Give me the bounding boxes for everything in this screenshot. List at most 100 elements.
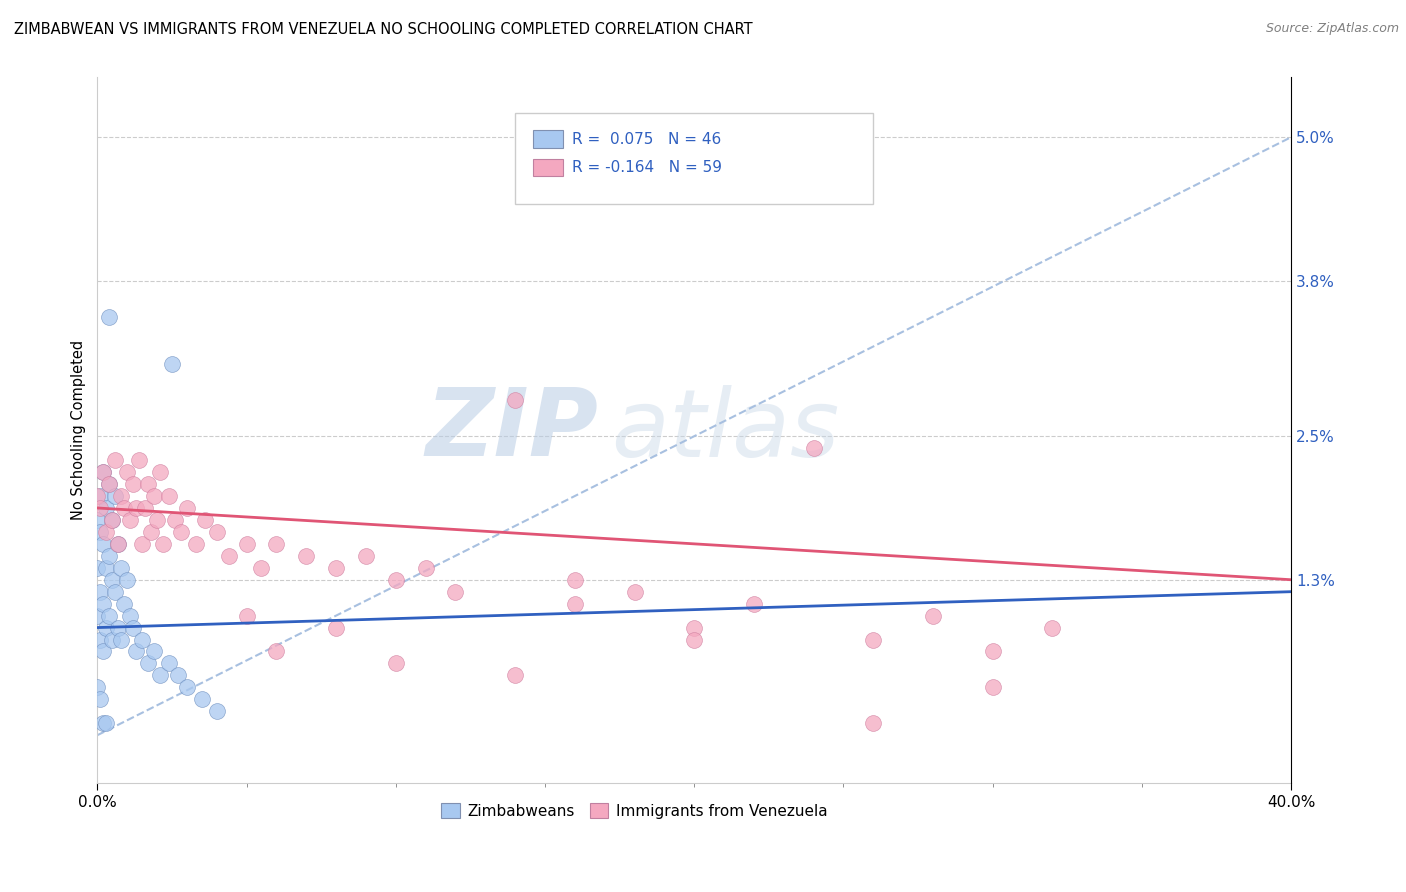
Point	[205, 524, 228, 539]
Point	[91, 465, 114, 479]
Point	[112, 597, 135, 611]
Text: R = -0.164   N = 59: R = -0.164 N = 59	[572, 160, 723, 175]
Point	[101, 632, 124, 647]
Point	[742, 597, 765, 611]
Point	[86, 489, 108, 503]
Point	[384, 657, 406, 671]
Point	[91, 537, 114, 551]
Point	[91, 644, 114, 658]
Point	[128, 453, 150, 467]
Point	[149, 465, 172, 479]
Point	[125, 500, 148, 515]
Point	[862, 632, 884, 647]
Point	[1040, 621, 1063, 635]
Point	[139, 524, 162, 539]
Point	[86, 681, 108, 695]
Text: ZIMBABWEAN VS IMMIGRANTS FROM VENEZUELA NO SCHOOLING COMPLETED CORRELATION CHART: ZIMBABWEAN VS IMMIGRANTS FROM VENEZUELA …	[14, 22, 752, 37]
Point	[160, 358, 183, 372]
Point	[110, 489, 132, 503]
Point	[136, 477, 159, 491]
Point	[89, 632, 111, 647]
Point	[125, 644, 148, 658]
Point	[266, 644, 288, 658]
Point	[564, 597, 586, 611]
Point	[157, 489, 180, 503]
Point	[107, 537, 129, 551]
Point	[146, 513, 169, 527]
Point	[163, 513, 186, 527]
Point	[131, 537, 153, 551]
Point	[110, 632, 132, 647]
Point	[86, 513, 108, 527]
Point	[98, 310, 121, 324]
Point	[134, 500, 156, 515]
Point	[325, 561, 347, 575]
Point	[250, 561, 273, 575]
Point	[167, 668, 190, 682]
Point	[191, 692, 214, 706]
Point	[96, 500, 118, 515]
Point	[107, 537, 129, 551]
Point	[107, 621, 129, 635]
Point	[503, 393, 526, 408]
Point	[131, 632, 153, 647]
Point	[862, 716, 884, 731]
Point	[91, 597, 114, 611]
Legend: Zimbabweans, Immigrants from Venezuela: Zimbabweans, Immigrants from Venezuela	[436, 797, 834, 825]
Point	[98, 477, 121, 491]
Point	[101, 513, 124, 527]
Point	[143, 644, 166, 658]
Point	[115, 465, 138, 479]
Point	[120, 513, 142, 527]
Point	[325, 621, 347, 635]
Point	[101, 573, 124, 587]
Point	[89, 524, 111, 539]
Point	[444, 584, 467, 599]
Point	[194, 513, 217, 527]
Point	[415, 561, 437, 575]
Point	[205, 704, 228, 718]
Point	[98, 608, 121, 623]
Point	[89, 500, 111, 515]
Point	[623, 584, 645, 599]
Point	[104, 584, 127, 599]
Point	[89, 692, 111, 706]
Point	[235, 537, 257, 551]
Point	[136, 657, 159, 671]
Point	[122, 477, 145, 491]
FancyBboxPatch shape	[533, 159, 562, 177]
Point	[104, 489, 127, 503]
Point	[176, 681, 198, 695]
Point	[104, 453, 127, 467]
Point	[91, 716, 114, 731]
Point	[683, 621, 706, 635]
Point	[803, 441, 825, 455]
Point	[96, 524, 118, 539]
Point	[922, 608, 945, 623]
Point	[91, 465, 114, 479]
Text: Source: ZipAtlas.com: Source: ZipAtlas.com	[1265, 22, 1399, 36]
Y-axis label: No Schooling Completed: No Schooling Completed	[72, 340, 86, 520]
Point	[89, 489, 111, 503]
Point	[96, 716, 118, 731]
Point	[295, 549, 318, 563]
Point	[115, 573, 138, 587]
Point	[218, 549, 240, 563]
Point	[98, 549, 121, 563]
Point	[683, 632, 706, 647]
Point	[89, 584, 111, 599]
Point	[981, 644, 1004, 658]
Point	[176, 500, 198, 515]
Point	[564, 573, 586, 587]
Point	[981, 681, 1004, 695]
Point	[157, 657, 180, 671]
Point	[184, 537, 207, 551]
Point	[98, 477, 121, 491]
Point	[86, 561, 108, 575]
Point	[266, 537, 288, 551]
Text: ZIP: ZIP	[426, 384, 599, 476]
FancyBboxPatch shape	[515, 112, 873, 204]
Point	[503, 668, 526, 682]
Point	[152, 537, 174, 551]
Point	[235, 608, 257, 623]
